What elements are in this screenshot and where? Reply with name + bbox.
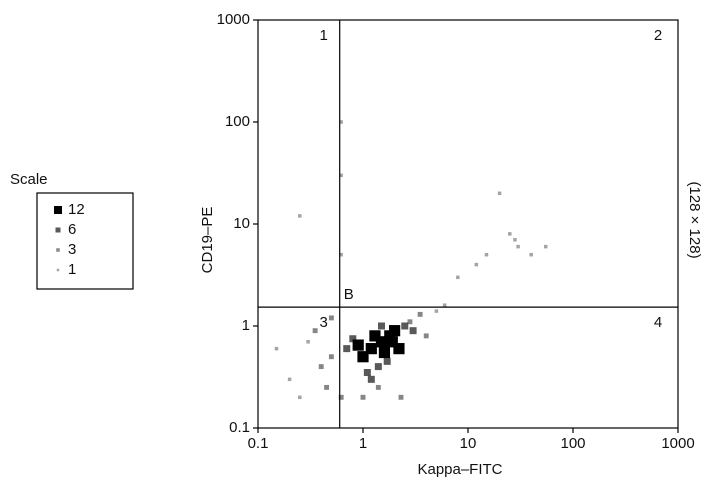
point <box>434 309 439 313</box>
point <box>375 384 381 390</box>
point <box>369 330 381 342</box>
point <box>417 311 423 317</box>
point <box>513 238 517 242</box>
point <box>339 173 343 178</box>
point <box>378 346 391 359</box>
point <box>375 336 388 348</box>
quadrant-label: 2 <box>654 27 662 44</box>
legend-swatch <box>55 227 61 233</box>
point <box>474 262 479 267</box>
x-tick-label: 0.1 <box>248 435 269 452</box>
gate-label: B <box>344 286 354 303</box>
point <box>367 375 375 383</box>
legend-swatch <box>56 248 60 252</box>
point <box>374 363 382 371</box>
side-label: (128 × 128) <box>686 181 703 258</box>
point <box>543 244 548 249</box>
quadrant-label: 4 <box>654 314 662 331</box>
point <box>529 252 533 257</box>
legend-swatch <box>54 206 62 214</box>
point <box>497 191 502 196</box>
point <box>343 345 351 353</box>
point <box>328 315 334 321</box>
point <box>442 303 447 307</box>
point <box>409 327 417 335</box>
x-axis-label: Kappa–FITC <box>417 461 502 478</box>
point <box>328 354 334 360</box>
legend-label: 6 <box>68 221 76 238</box>
point <box>508 232 512 236</box>
x-tick-label: 1 <box>359 435 367 452</box>
legend-box <box>36 192 134 290</box>
point <box>338 394 344 400</box>
y-axis-label: CD19–PE <box>199 207 216 274</box>
point <box>516 244 520 249</box>
point <box>401 322 409 330</box>
point <box>298 395 302 400</box>
legend-title: Scale <box>10 171 48 188</box>
point <box>339 120 343 124</box>
legend-label: 1 <box>68 261 76 278</box>
point <box>339 252 343 257</box>
point <box>377 322 385 330</box>
y-tick-label: 0.1 <box>229 419 250 436</box>
point <box>456 275 460 280</box>
point <box>386 336 398 348</box>
point <box>393 343 405 355</box>
point <box>312 328 318 334</box>
point <box>318 364 324 370</box>
x-tick-label: 10 <box>460 435 477 452</box>
quadrant-label: 1 <box>320 27 328 44</box>
y-tick-label: 1000 <box>217 11 250 28</box>
point <box>274 346 279 351</box>
x-tick-label: 100 <box>560 435 585 452</box>
point <box>398 394 404 400</box>
point <box>363 369 371 377</box>
point <box>357 351 369 363</box>
point <box>389 325 401 337</box>
y-tick-label: 100 <box>225 113 250 130</box>
point <box>484 252 489 257</box>
point <box>352 339 364 351</box>
point <box>360 394 366 400</box>
y-tick-label: 10 <box>233 215 250 232</box>
point <box>306 340 310 344</box>
legend-swatch <box>56 268 60 272</box>
legend-label: 3 <box>68 241 76 258</box>
point <box>407 319 413 325</box>
point <box>365 343 377 355</box>
y-tick-label: 1 <box>242 317 250 334</box>
point <box>349 335 357 343</box>
point <box>298 214 302 218</box>
legend-label: 12 <box>68 201 85 218</box>
point <box>423 333 429 339</box>
x-tick-label: 1000 <box>661 435 694 452</box>
point <box>383 357 391 365</box>
point <box>287 377 292 382</box>
point <box>324 384 330 390</box>
quadrant-label: 3 <box>320 314 328 331</box>
